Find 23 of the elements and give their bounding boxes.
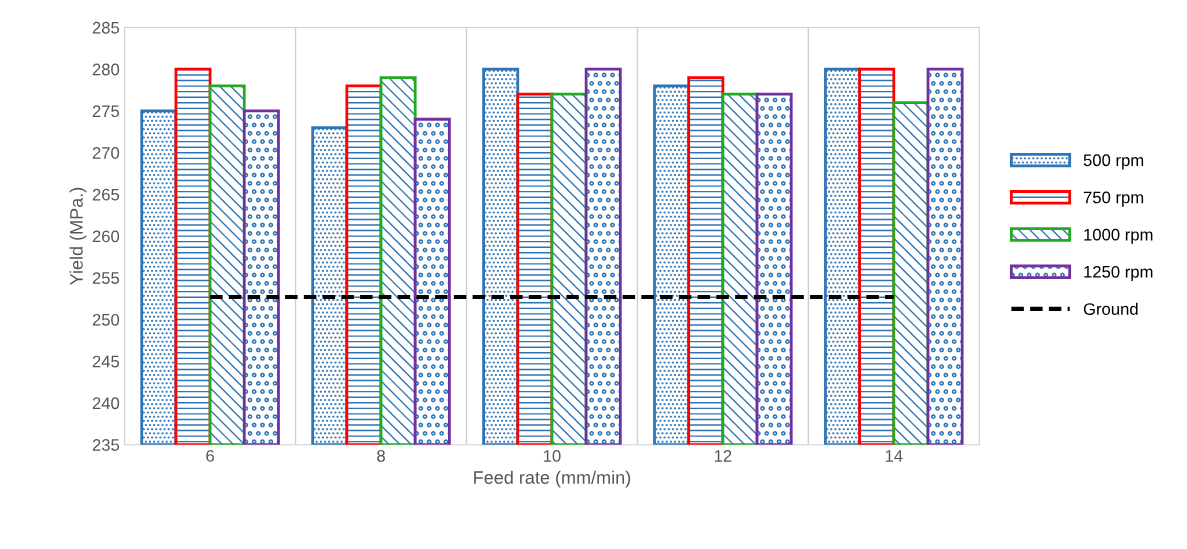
y-tick-label: 275	[92, 105, 120, 118]
x-axis-title: Feed rate (mm/min)	[474, 470, 631, 488]
legend-label: Ground	[1083, 302, 1138, 315]
x-tick-label: 14	[885, 450, 903, 462]
y-tick-label: 245	[92, 355, 120, 368]
y-tick-label: 250	[92, 313, 120, 326]
y-tick-label: 255	[92, 272, 120, 284]
x-tick-label: 8	[377, 449, 385, 462]
legend-label: 750 rpm	[1083, 191, 1144, 207]
y-tick-label: 280	[92, 63, 120, 76]
x-tick-label: 6	[206, 449, 214, 462]
x-tick-label: 10	[543, 449, 561, 462]
y-tick-label: 265	[92, 188, 120, 201]
y-tick-label: 270	[92, 147, 120, 159]
legend-label: 1000 rpm	[1084, 228, 1153, 244]
x-tick-label: 12	[714, 449, 732, 462]
y-tick-label: 260	[92, 230, 120, 243]
y-tick-label: 235	[92, 439, 120, 451]
y-axis-title: Yield (MPa.)	[69, 187, 87, 285]
legend-label: 1250 rpm	[1084, 265, 1153, 282]
legend-label: 500 rpm	[1083, 154, 1144, 170]
y-tick-label: 285	[92, 21, 120, 34]
y-tick-label: 240	[92, 397, 120, 410]
